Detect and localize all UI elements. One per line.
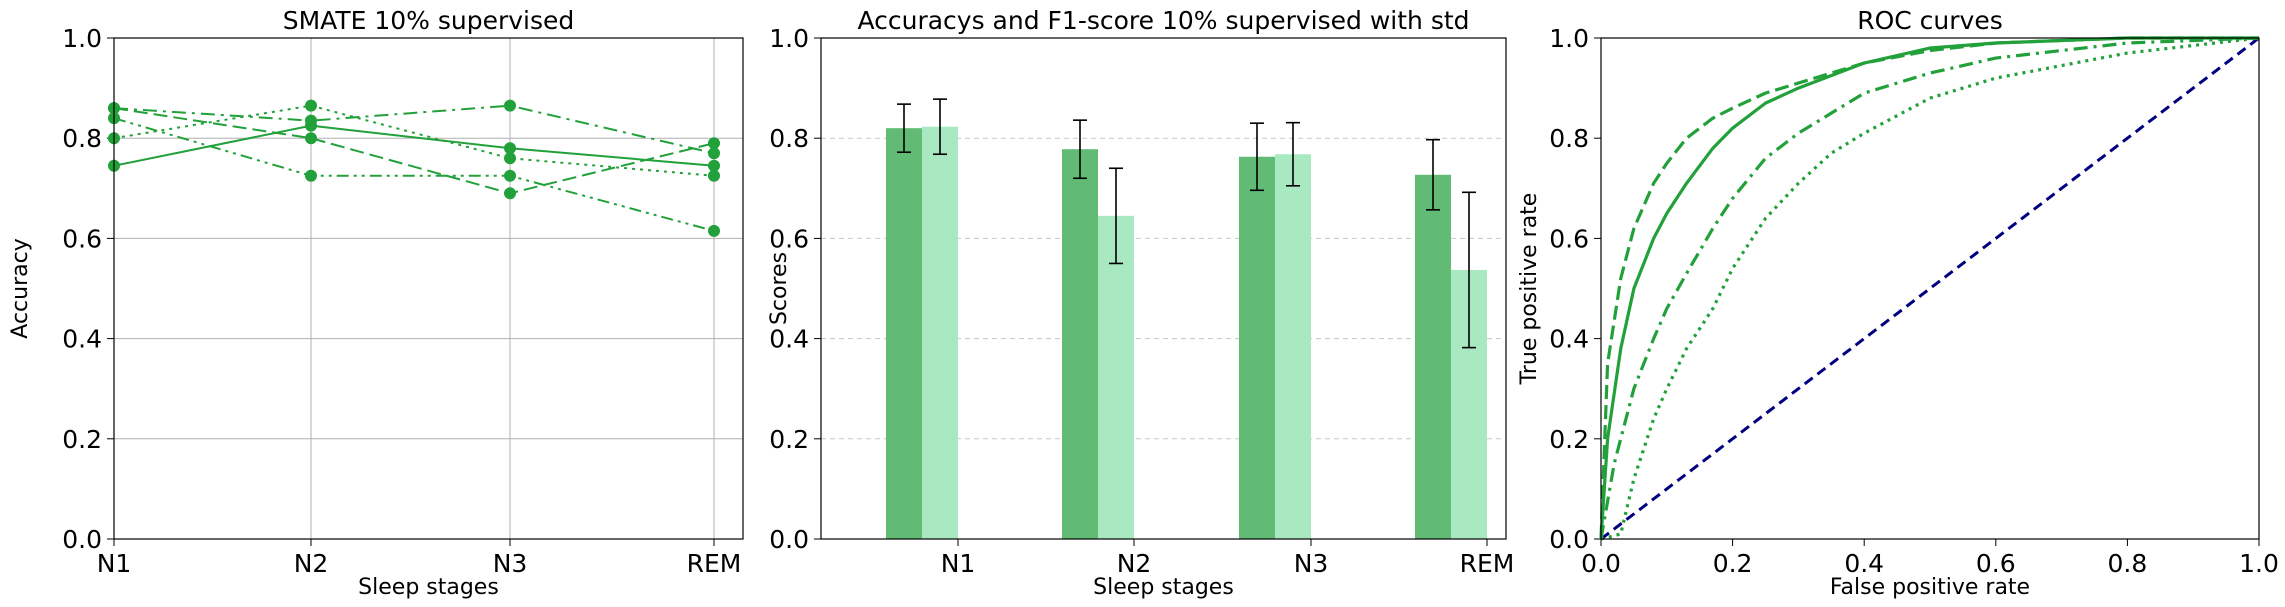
y-tick-label: 0.6 [769, 224, 809, 253]
series-line-3 [113, 104, 715, 155]
data-point [305, 132, 317, 145]
accuracy-line-chart: SMATE 10% supervised 0.0 0.2 0.4 0.6 0.8 1.0 N1… [8, 6, 744, 600]
x-tick-label: N2 [1117, 549, 1152, 578]
data-point [305, 99, 317, 112]
bar-series-2 [1098, 215, 1134, 540]
x-tick-label: 0.2 [1713, 549, 1753, 578]
y-tick-label: 0.4 [769, 325, 809, 354]
bar-series-1 [1415, 174, 1451, 539]
x-tick-label: N1 [97, 549, 132, 578]
series-line-2 [113, 107, 715, 195]
x-tick-label: N2 [294, 549, 329, 578]
series-line-1 [113, 124, 715, 167]
x-tick-label: N3 [493, 549, 528, 578]
data-point [305, 114, 317, 127]
data-point [708, 159, 720, 172]
x-axis-label: Sleep stages [1093, 575, 1234, 600]
x-tick-label: 0.6 [1976, 549, 2016, 578]
series-line-5 [113, 117, 715, 232]
data-point [504, 142, 516, 155]
y-tick-label: 0.0 [62, 525, 102, 554]
x-tick-label: REM [1460, 549, 1515, 578]
roc-curve-chart: ROC curves 0.0 0.2 0.4 0.6 0.8 1.0 0.0 0.2 0.4 0.6… [1517, 6, 2279, 600]
data-point [504, 169, 516, 182]
y-tick-label: 0.8 [769, 124, 809, 153]
y-tick-label: 0.6 [1549, 224, 1589, 253]
plot-frame [820, 37, 1507, 540]
bar-series-2 [922, 126, 958, 539]
y-tick-label: 0.2 [62, 425, 102, 454]
data-point [504, 187, 516, 200]
bar-series-1 [886, 128, 922, 539]
chart-title: ROC curves [1857, 6, 2003, 35]
y-tick-label: 1.0 [769, 24, 809, 53]
x-tick-label: N1 [941, 549, 976, 578]
roc-curve-2 [1599, 36, 2259, 540]
plot-frame [113, 37, 744, 540]
scores-bar-chart: Accuracys and F1-score 10% supervised wi… [767, 6, 1514, 600]
x-axis-label: False positive rate [1830, 575, 2030, 600]
y-tick-label: 0.2 [769, 425, 809, 454]
chart-title: SMATE 10% supervised [283, 6, 575, 35]
roc-curve-4 [1600, 36, 2260, 541]
y-tick-label: 0.0 [1549, 525, 1589, 554]
y-tick-label: 1.0 [62, 24, 102, 53]
x-tick-label: 0.8 [2108, 549, 2148, 578]
y-tick-label: 0.4 [1549, 325, 1589, 354]
chance-diagonal-line [1600, 36, 2260, 541]
y-tick-label: 0.8 [1549, 124, 1589, 153]
data-point [708, 224, 720, 237]
x-tick-label: N3 [1294, 549, 1329, 578]
y-axis-label: Scores [767, 252, 792, 325]
bar-series-1 [1239, 156, 1275, 539]
x-tick-label: 1.0 [2239, 549, 2279, 578]
data-point [305, 169, 317, 182]
x-axis-label: Sleep stages [358, 575, 499, 600]
bar-series-1 [1062, 149, 1098, 540]
plot-frame [1600, 37, 2260, 540]
y-tick-label: 0.6 [62, 224, 102, 253]
data-point [504, 152, 516, 165]
bar-series-2 [1275, 154, 1311, 539]
data-point [708, 147, 720, 160]
y-tick-label: 0.4 [62, 325, 102, 354]
roc-curve-3 [1599, 36, 2260, 540]
y-tick-label: 0.8 [62, 124, 102, 153]
data-point [504, 99, 516, 112]
y-tick-label: 0.0 [769, 525, 809, 554]
x-tick-label: 0.0 [1581, 549, 1621, 578]
data-point [708, 169, 720, 182]
y-axis-label: Accuracy [8, 238, 33, 338]
y-tick-label: 1.0 [1549, 24, 1589, 53]
y-tick-label: 0.2 [1549, 425, 1589, 454]
y-axis-label: True positive rate [1517, 193, 1542, 386]
chart-title: Accuracys and F1-score 10% supervised wi… [857, 6, 1469, 35]
x-tick-label: 0.4 [1844, 549, 1884, 578]
x-tick-label: REM [687, 549, 742, 578]
data-point [708, 137, 720, 150]
